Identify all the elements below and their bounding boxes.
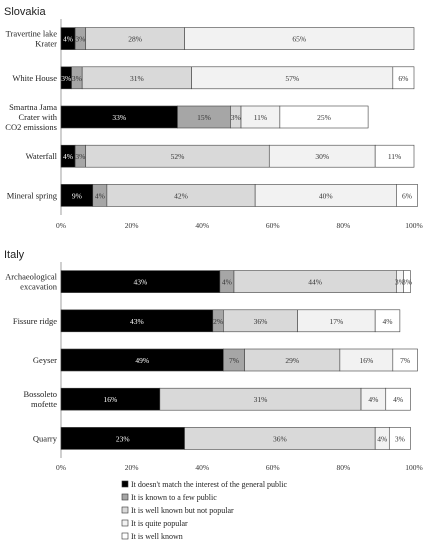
data-label: 31%: [130, 74, 144, 83]
legend-swatch: [121, 480, 129, 488]
legend-swatch: [121, 532, 129, 540]
data-label: 17%: [329, 317, 343, 326]
data-label: 3%: [395, 434, 405, 443]
data-label: 2%: [213, 317, 223, 326]
data-label: 6%: [402, 191, 412, 200]
category-label: Geyser: [33, 355, 57, 365]
x-tick-label: 40%: [195, 463, 209, 472]
data-label: 43%: [130, 317, 144, 326]
data-label: 6%: [398, 74, 408, 83]
data-label: 52%: [171, 152, 185, 161]
category-label: Mineral spring: [7, 190, 58, 200]
legend-swatch: [121, 493, 129, 501]
data-label: 7%: [229, 356, 239, 365]
legend-label: It is known to a few public: [131, 493, 217, 502]
data-label: 3%: [231, 113, 241, 122]
data-label: 7%: [400, 356, 410, 365]
data-label: 40%: [319, 191, 333, 200]
data-label: 4%: [383, 317, 393, 326]
data-label: 31%: [254, 395, 268, 404]
category-label: Quarry: [33, 433, 58, 443]
category-label: Smartna Jama Crater with CO2 emissions: [5, 102, 57, 132]
data-label: 3%: [402, 278, 412, 287]
data-label: 11%: [388, 152, 401, 161]
data-label: 30%: [315, 152, 329, 161]
x-tick-label: 40%: [195, 221, 209, 230]
x-tick-label: 80%: [337, 221, 351, 230]
bar-segment: [403, 270, 411, 293]
data-label: 16%: [359, 356, 373, 365]
x-tick-label: 60%: [266, 221, 280, 230]
data-label: 4%: [368, 395, 378, 404]
x-tick-label: 100%: [405, 463, 423, 472]
category-label: Fissure ridge: [13, 316, 57, 326]
bar-segment: [385, 387, 411, 411]
legend-swatch: [121, 506, 129, 514]
data-label: 23%: [116, 434, 130, 443]
data-label: 43%: [134, 278, 148, 287]
bar-segment: [374, 309, 401, 333]
data-label: 4%: [222, 278, 232, 287]
data-label: 49%: [135, 356, 149, 365]
category-label: Waterfall: [26, 151, 58, 161]
data-label: 3%: [61, 74, 71, 83]
data-label: 15%: [197, 113, 211, 122]
data-label: 4%: [393, 395, 403, 404]
category-label: Bossoleto mofette: [23, 389, 57, 409]
legend-label: It doesn't match the interest of the gen…: [131, 480, 288, 489]
category-label: White House: [12, 73, 57, 83]
data-label: 4%: [377, 434, 387, 443]
data-label: 57%: [285, 74, 299, 83]
category-label: Archaeological excavation: [5, 272, 58, 292]
data-label: 9%: [72, 191, 82, 200]
data-label: 33%: [112, 113, 126, 122]
data-label: 25%: [317, 113, 331, 122]
data-label: 3%: [72, 74, 82, 83]
data-label: 4%: [95, 191, 105, 200]
x-tick-label: 0%: [56, 221, 66, 230]
legend-swatch: [121, 519, 129, 527]
legend-label: It is well known: [131, 532, 183, 541]
data-label: 11%: [254, 113, 267, 122]
x-tick-label: 100%: [405, 221, 423, 230]
data-label: 4%: [63, 152, 73, 161]
bar-segment: [396, 184, 418, 207]
panel-title-italy: Italy: [4, 249, 25, 261]
bar-segment: [392, 348, 418, 372]
data-label: 44%: [308, 278, 322, 287]
bar-segment: [184, 27, 415, 50]
data-label: 3%: [75, 152, 85, 161]
data-label: 3%: [75, 35, 85, 44]
data-label: 36%: [273, 434, 287, 443]
bar-segment: [388, 427, 411, 450]
data-label: 29%: [285, 356, 299, 365]
data-label: 16%: [104, 395, 118, 404]
data-label: 4%: [63, 35, 73, 44]
data-label: 36%: [254, 317, 268, 326]
data-label: 42%: [174, 191, 188, 200]
bar-segment: [279, 105, 369, 129]
italy-panel: 0% 20% 40% 60% 80% 100% Archaeological excavati…: [5, 262, 423, 472]
chart-legend: It doesn't match the interest of the gen…: [121, 480, 288, 541]
bar-segment: [392, 66, 415, 90]
data-label: 28%: [128, 35, 142, 44]
x-tick-label: 0%: [56, 463, 66, 472]
x-tick-label: 20%: [125, 221, 139, 230]
slovakia-panel: 0% 20% 40% 60% 80% 100% Travertine lake Krater 4…: [5, 19, 423, 230]
data-label: 3%: [395, 278, 405, 287]
x-tick-label: 80%: [337, 463, 351, 472]
category-label: Travertine lake Krater: [6, 29, 58, 49]
panel-title-slovakia: Slovakia: [4, 6, 46, 18]
data-label: 65%: [292, 35, 306, 44]
bar-segment: [374, 144, 415, 168]
legend-label: It is well known but not popular: [131, 506, 234, 515]
legend-label: It is quite popular: [131, 519, 188, 528]
x-tick-label: 60%: [266, 463, 280, 472]
x-tick-label: 20%: [125, 463, 139, 472]
